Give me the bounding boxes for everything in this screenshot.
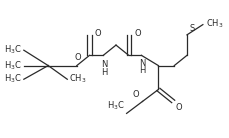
Text: CH$_3$: CH$_3$ [206,18,224,30]
Text: H$_3$C: H$_3$C [107,99,125,112]
Text: H$_3$C: H$_3$C [4,73,22,86]
Text: H: H [101,68,108,77]
Text: O: O [134,30,141,39]
Text: N: N [101,60,108,69]
Text: O: O [95,30,101,39]
Text: H$_3$C: H$_3$C [4,59,22,72]
Text: H$_3$C: H$_3$C [4,44,22,56]
Text: O: O [75,53,81,62]
Text: H: H [139,66,146,75]
Text: O: O [175,103,182,112]
Text: N: N [139,59,146,68]
Text: CH$_3$: CH$_3$ [69,73,87,86]
Text: S: S [189,24,194,33]
Text: O: O [133,90,139,99]
